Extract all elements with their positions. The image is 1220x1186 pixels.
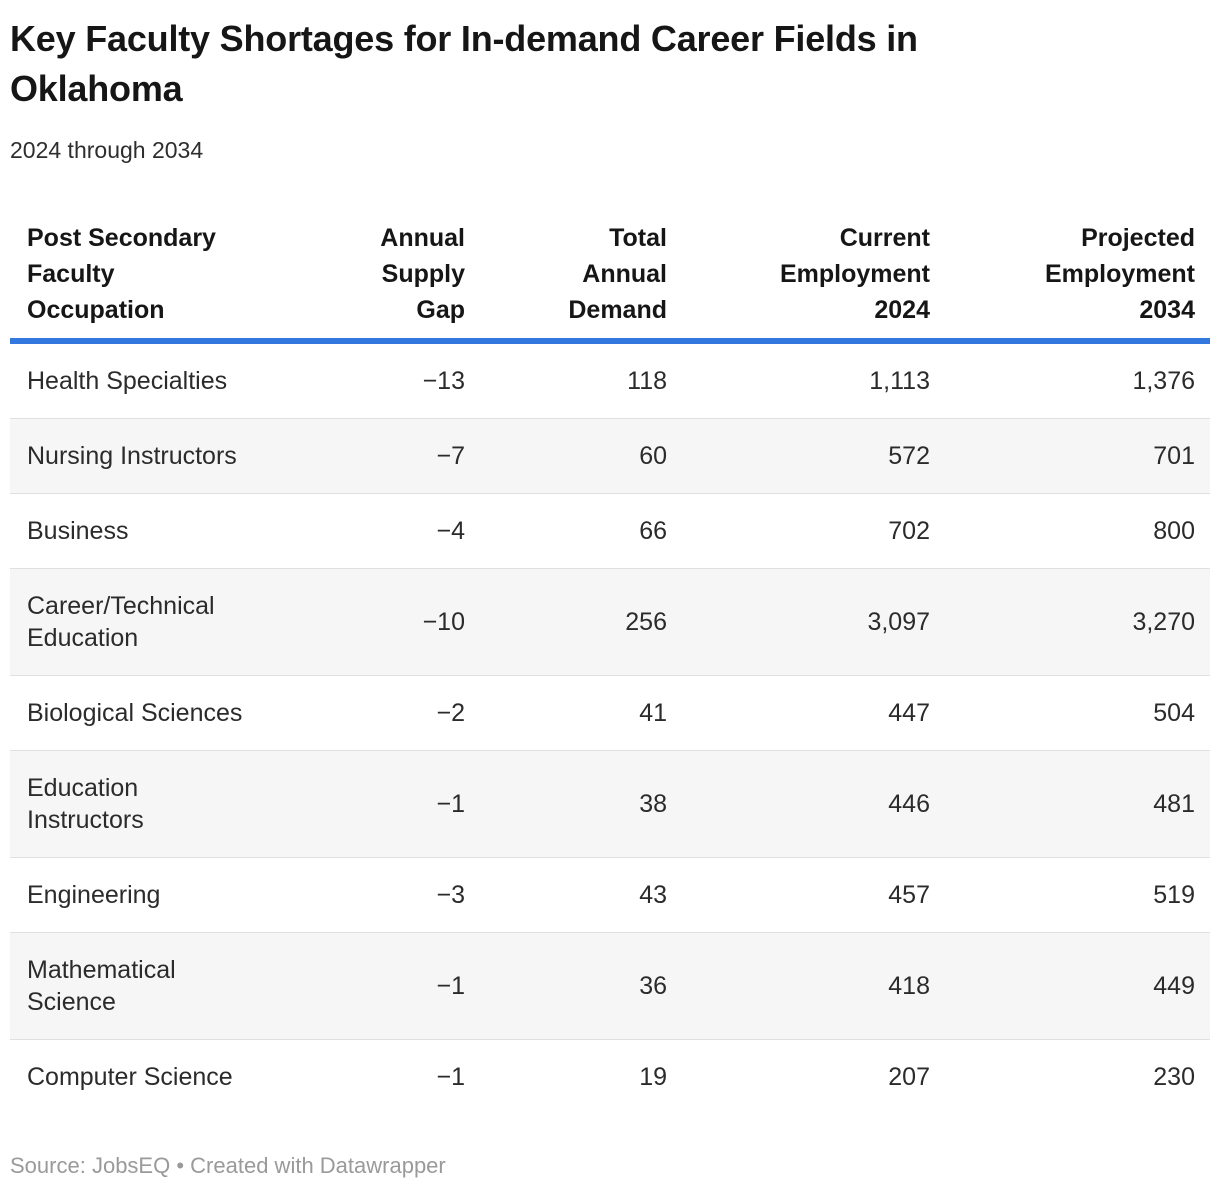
column-header-total-annual-demand: Total Annual Demand bbox=[480, 220, 682, 344]
cell-occupation: Mathematical Science bbox=[27, 956, 176, 1016]
cell-annual-supply-gap: −3 bbox=[436, 881, 465, 909]
column-header-occupation: Post Secondary Faculty Occupation bbox=[10, 220, 300, 344]
cell-current-employment-2024: 572 bbox=[888, 442, 930, 470]
table-body: Health Specialties −13 118 1,113 1,376 Nursin… bbox=[10, 341, 1210, 1114]
cell-total-annual-demand: 19 bbox=[639, 1063, 667, 1091]
cell-total-annual-demand: 43 bbox=[639, 881, 667, 909]
footer-bullet: • bbox=[176, 1153, 185, 1178]
cell-projected-employment-2034: 230 bbox=[1153, 1063, 1195, 1091]
cell-current-employment-2024: 702 bbox=[888, 517, 930, 545]
table-row: Career/Technical Education −10 256 3,097 3,2… bbox=[10, 568, 1210, 676]
cell-annual-supply-gap: −2 bbox=[436, 699, 465, 727]
cell-current-employment-2024: 1,113 bbox=[869, 367, 930, 395]
cell-occupation: Education Instructors bbox=[27, 774, 144, 834]
cell-total-annual-demand: 118 bbox=[627, 367, 667, 395]
table-row: Business −4 66 702 800 bbox=[10, 493, 1210, 569]
cell-projected-employment-2034: 3,270 bbox=[1132, 608, 1195, 636]
column-header-annual-supply-gap: Annual Supply Gap bbox=[300, 220, 480, 344]
cell-projected-employment-2034: 1,376 bbox=[1132, 367, 1195, 395]
cell-projected-employment-2034: 800 bbox=[1153, 517, 1195, 545]
table-row: Education Instructors −1 38 446 481 bbox=[10, 750, 1210, 858]
column-header-projected-employment-2034: Projected Employment 2034 bbox=[945, 220, 1210, 344]
cell-total-annual-demand: 66 bbox=[639, 517, 667, 545]
table-header-row: Post Secondary Faculty Occupation Annual… bbox=[10, 220, 1210, 344]
cell-current-employment-2024: 446 bbox=[888, 790, 930, 818]
cell-annual-supply-gap: −1 bbox=[436, 972, 465, 1000]
cell-projected-employment-2034: 481 bbox=[1153, 790, 1195, 818]
cell-projected-employment-2034: 504 bbox=[1153, 699, 1195, 727]
table-row: Biological Sciences −2 41 447 504 bbox=[10, 675, 1210, 751]
cell-annual-supply-gap: −7 bbox=[436, 442, 465, 470]
page-subtitle: 2024 through 2034 bbox=[10, 137, 204, 163]
cell-occupation: Computer Science bbox=[27, 1063, 233, 1091]
cell-current-employment-2024: 3,097 bbox=[867, 608, 930, 636]
table-row: Computer Science −1 19 207 230 bbox=[10, 1039, 1210, 1115]
cell-annual-supply-gap: −1 bbox=[436, 790, 465, 818]
cell-total-annual-demand: 256 bbox=[625, 608, 667, 636]
cell-projected-employment-2034: 701 bbox=[1153, 442, 1195, 470]
cell-occupation: Business bbox=[27, 517, 129, 545]
cell-current-employment-2024: 457 bbox=[888, 881, 930, 909]
cell-occupation: Nursing Instructors bbox=[27, 442, 237, 470]
table-row: Health Specialties −13 118 1,113 1,376 bbox=[10, 341, 1210, 419]
cell-annual-supply-gap: −1 bbox=[436, 1063, 465, 1091]
table-row: Nursing Instructors −7 60 572 701 bbox=[10, 418, 1210, 494]
cell-annual-supply-gap: −4 bbox=[436, 517, 465, 545]
cell-current-employment-2024: 418 bbox=[888, 972, 930, 1000]
cell-occupation: Health Specialties bbox=[27, 367, 228, 395]
cell-total-annual-demand: 38 bbox=[639, 790, 667, 818]
cell-total-annual-demand: 36 bbox=[639, 972, 667, 1000]
cell-annual-supply-gap: −13 bbox=[422, 367, 465, 395]
table-row: Engineering −3 43 457 519 bbox=[10, 857, 1210, 933]
source-prefix: Source: bbox=[10, 1153, 86, 1178]
cell-occupation: Engineering bbox=[27, 881, 161, 909]
cell-occupation: Career/Technical Education bbox=[27, 592, 215, 652]
table-row: Mathematical Science −1 36 418 449 bbox=[10, 932, 1210, 1040]
cell-current-employment-2024: 207 bbox=[888, 1063, 930, 1091]
credit-text: Created with Datawrapper bbox=[190, 1153, 446, 1178]
faculty-shortage-table: Post Secondary Faculty Occupation Annual… bbox=[10, 220, 1210, 1114]
cell-total-annual-demand: 41 bbox=[639, 699, 667, 727]
footer: Source: JobsEQ • Created with Datawrappe… bbox=[10, 1152, 1210, 1180]
cell-current-employment-2024: 447 bbox=[888, 699, 930, 727]
table-header: Post Secondary Faculty Occupation Annual… bbox=[10, 220, 1210, 344]
source-name: JobsEQ bbox=[91, 1153, 171, 1178]
cell-projected-employment-2034: 449 bbox=[1153, 972, 1195, 1000]
cell-projected-employment-2034: 519 bbox=[1153, 881, 1195, 909]
cell-occupation: Biological Sciences bbox=[27, 699, 243, 727]
page-title: Key Faculty Shortages for In-demand Care… bbox=[10, 18, 918, 109]
cell-total-annual-demand: 60 bbox=[639, 442, 667, 470]
cell-annual-supply-gap: −10 bbox=[422, 608, 465, 636]
column-header-current-employment-2024: Current Employment 2024 bbox=[682, 220, 945, 344]
